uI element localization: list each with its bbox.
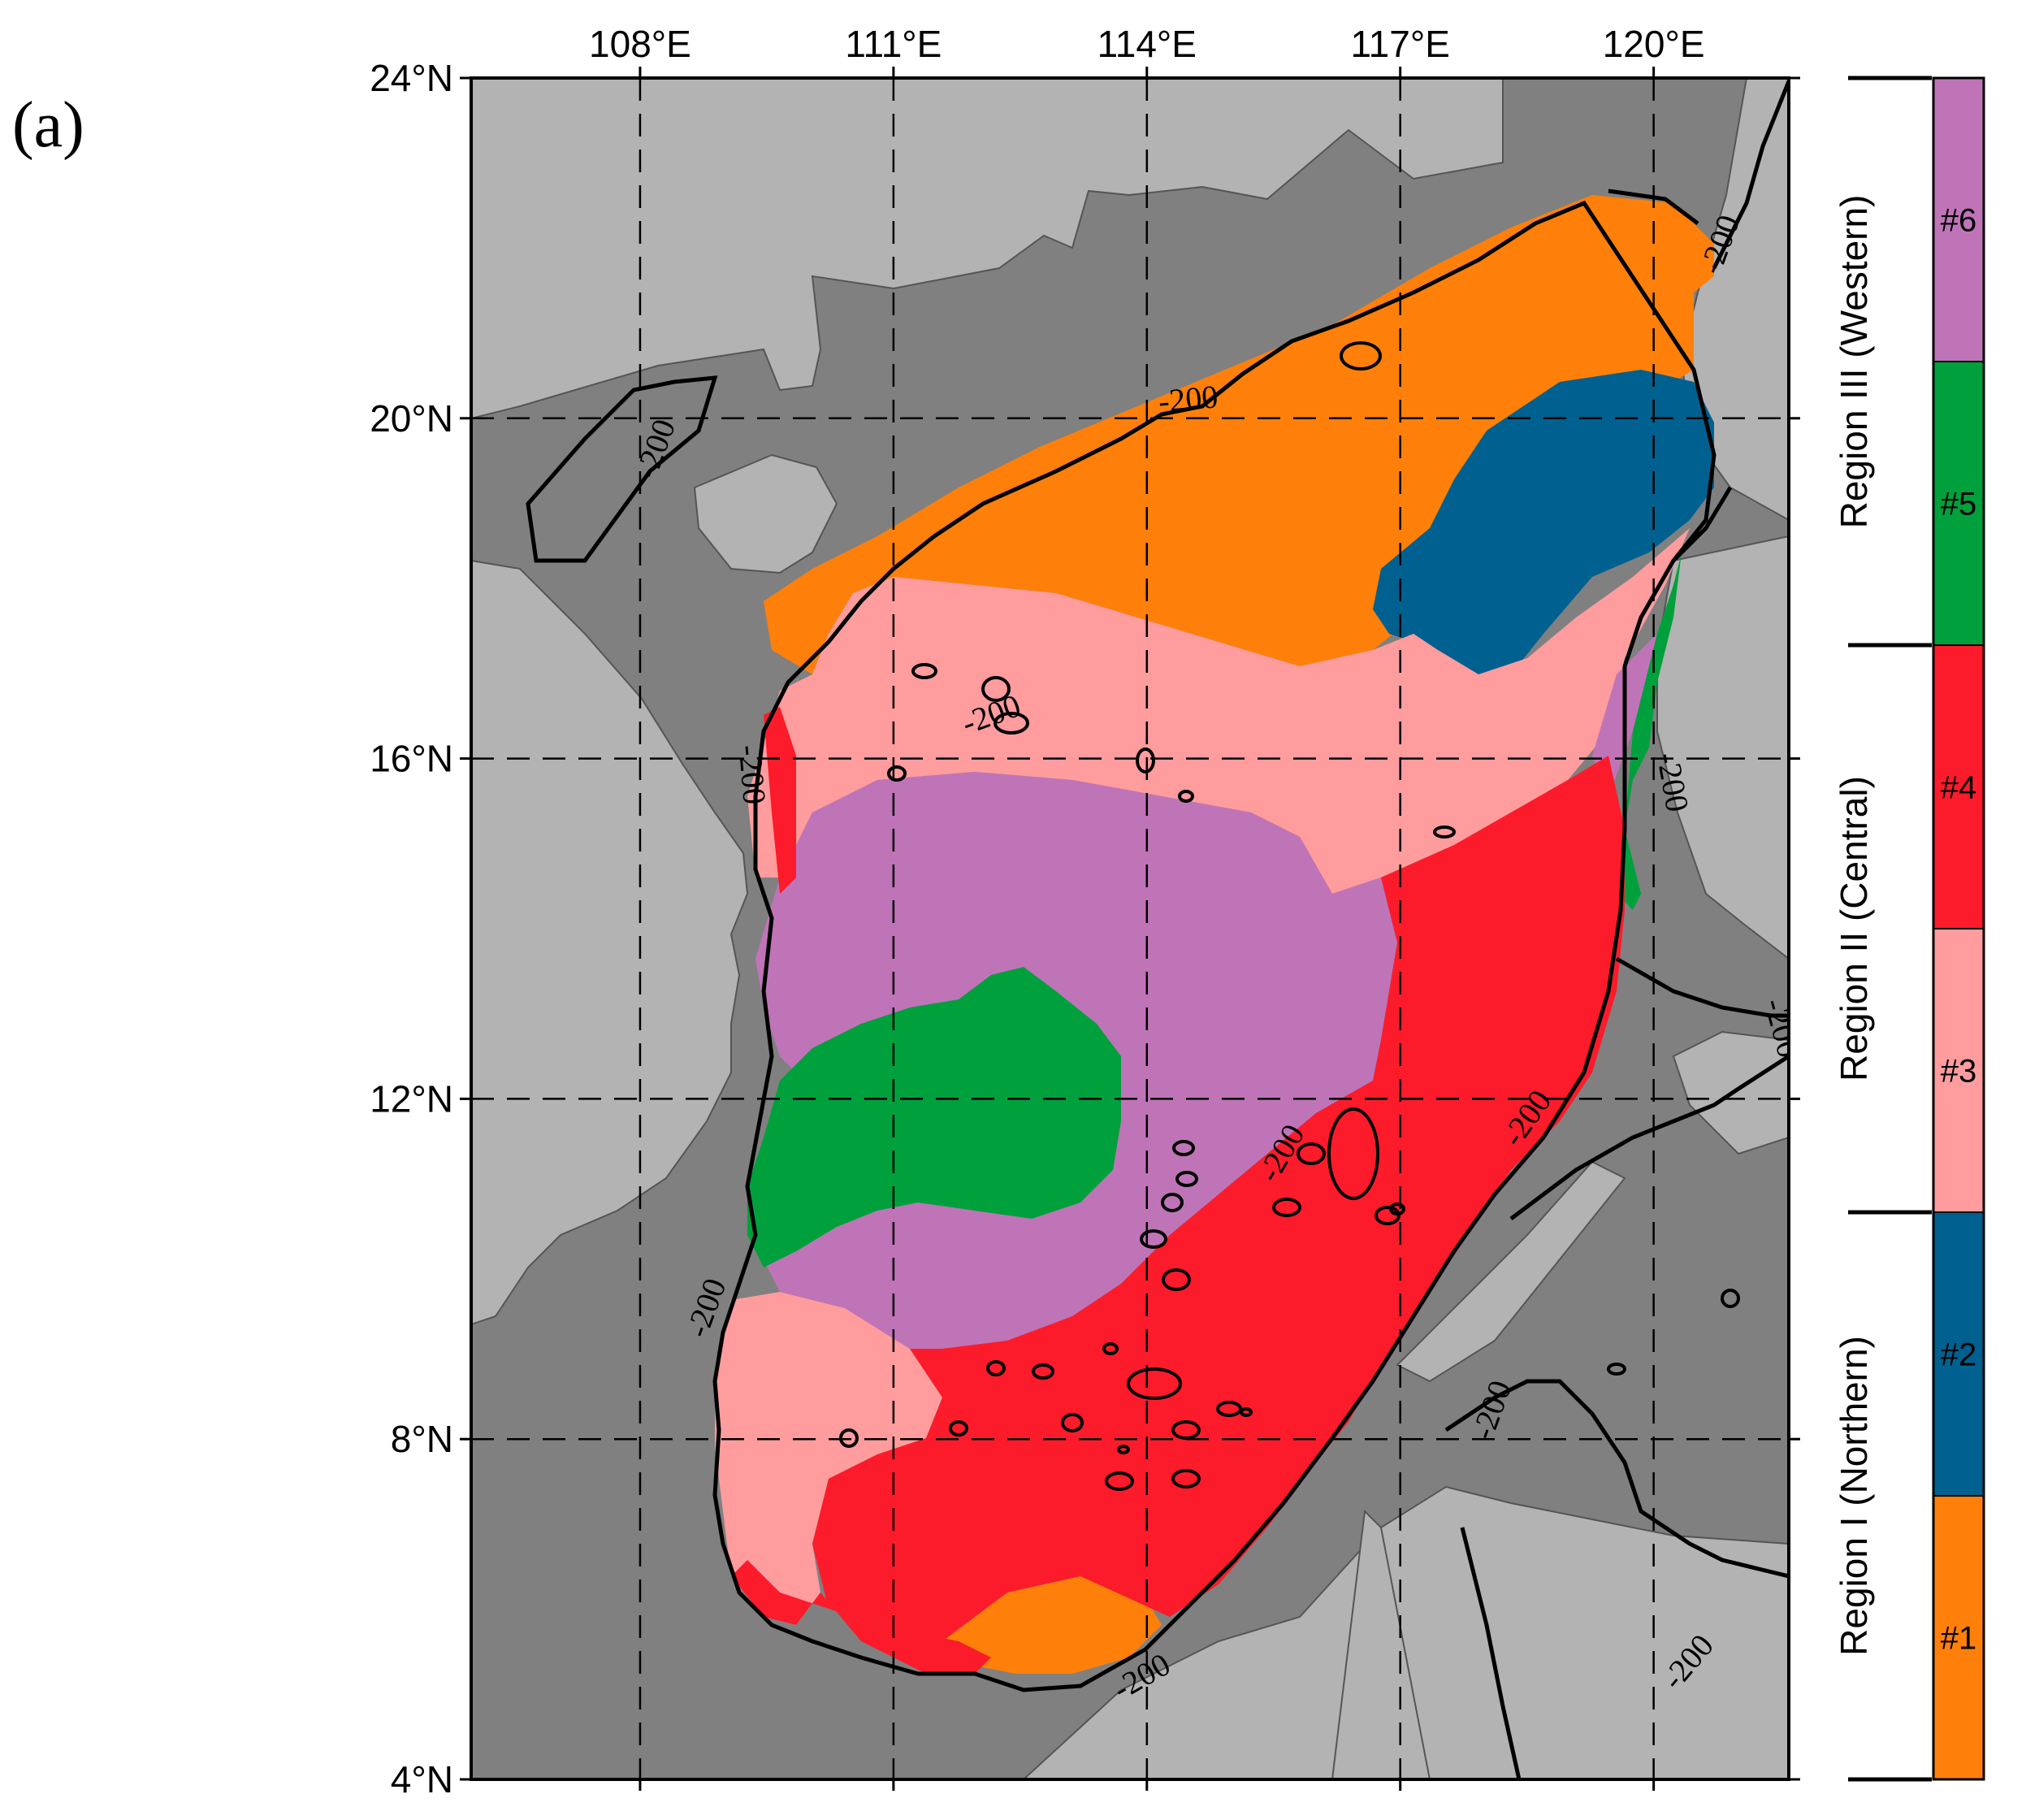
region-label: Region I (Northern): [1833, 1336, 1875, 1656]
contour-200-shelf-edge: [712, 188, 1716, 1692]
class-3-south: [715, 1292, 942, 1625]
y-tick-label: 4°N: [391, 1758, 453, 1800]
x-tick-label: 108°E: [589, 23, 691, 65]
class-1-south-tip: [942, 1576, 1162, 1674]
region-label: Region III (Western): [1833, 195, 1875, 529]
legend-class-label: #5: [1941, 487, 1977, 522]
y-tick-label: 12°N: [370, 1077, 453, 1120]
land-indochina: [471, 559, 749, 1326]
panel-label: (a): [12, 89, 84, 161]
land-borneo-east: [1331, 1509, 1431, 1779]
legend-swatch-2: [1933, 361, 1985, 646]
class-4-southwest: [731, 1560, 991, 1674]
contour-label: -200: [1157, 378, 1219, 419]
legend-class-label: #3: [1941, 1054, 1977, 1090]
class-2-region: [1373, 370, 1714, 674]
class-5-coastal-strip: [1617, 552, 1682, 910]
legend: #6 #5 #4 #3 #2 #1 Region III (Western) Region I…: [1833, 76, 1985, 1782]
y-tick-label: 20°N: [370, 397, 453, 440]
land-hainan-island: [693, 453, 838, 574]
land-borneo: [1022, 1485, 1789, 1779]
axis-ticks: 108°E 111°E 114°E 117°E 120°E 24°N 20°N 16°N 12°…: [370, 23, 1800, 1800]
y-tick-label: 24°N: [370, 57, 453, 99]
contour-200-gulf-of-tonkin: [526, 375, 718, 563]
legend-class-label: #1: [1941, 1621, 1977, 1657]
legend-class-label: #6: [1941, 203, 1977, 239]
class-4-west-coast: [764, 707, 796, 894]
region-label: Region II (Central): [1833, 776, 1875, 1081]
region-classes: [715, 195, 1714, 1674]
x-tick-label: 114°E: [1097, 23, 1197, 65]
legend-colorbar-frame: [1932, 76, 1985, 1781]
map-frame: [470, 76, 1790, 1781]
x-tick-label: 111°E: [845, 23, 942, 65]
land-areas: [471, 78, 1789, 1779]
legend-class-label: #4: [1941, 770, 1977, 806]
contour-200-luzon-strait: [1672, 80, 1789, 562]
legend-swatch-4: [1933, 928, 1985, 1213]
class-1-region: [764, 195, 1714, 674]
contour-lines: [526, 80, 1789, 1779]
y-tick-label: 8°N: [391, 1418, 453, 1460]
map-area: -200-200-200-200 -200-200-200-200 -200-200…: [471, 78, 1789, 1779]
legend-swatch-6: [1933, 1495, 1985, 1780]
land-palawan: [1396, 1160, 1626, 1383]
x-tick-label: 117°E: [1351, 23, 1450, 65]
y-tick-label: 16°N: [370, 738, 453, 780]
grid-lines: [471, 78, 1789, 1779]
contour-label: -200: [732, 743, 773, 806]
land-mainland-china: [471, 78, 1504, 420]
x-tick-label: 120°E: [1603, 23, 1705, 65]
legend-class-label: #2: [1941, 1337, 1977, 1373]
contour-200-sulu: [1444, 956, 1789, 1779]
class-4-region: [812, 756, 1625, 1641]
class-5-region: [747, 967, 1121, 1268]
class-3-band: [747, 528, 1690, 894]
